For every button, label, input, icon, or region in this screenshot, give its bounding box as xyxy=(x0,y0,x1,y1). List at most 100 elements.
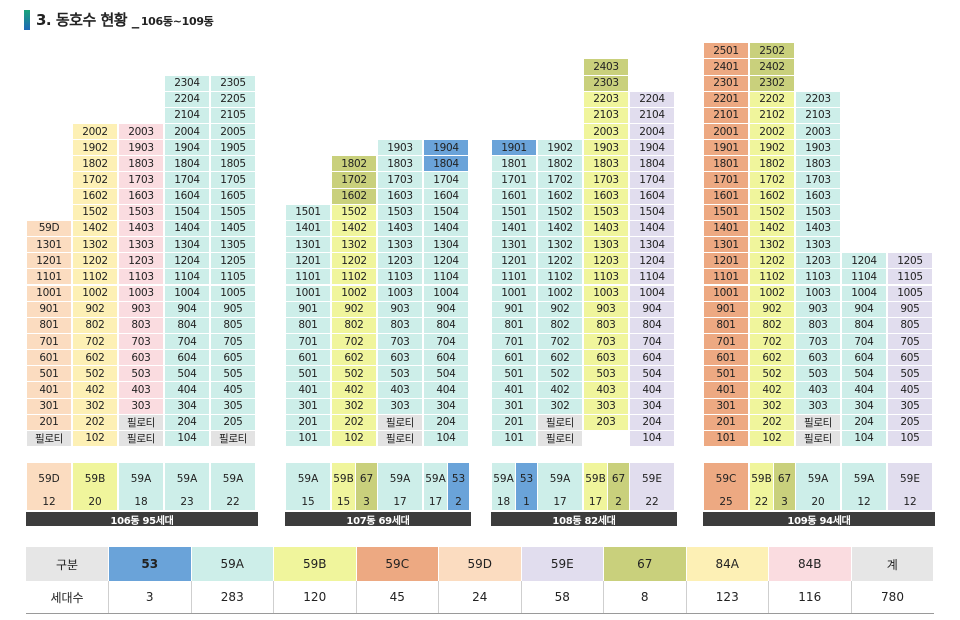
unit-cell: 202 xyxy=(750,414,794,430)
unit-cell: 1004 xyxy=(424,285,468,301)
unit-count: 22 xyxy=(211,494,255,510)
unit-cell: 1004 xyxy=(630,285,674,301)
unit-cell: 2301 xyxy=(704,75,748,91)
unit-cell: 2001 xyxy=(704,124,748,140)
unit-cell: 1702 xyxy=(73,172,117,188)
unit-cell: 404 xyxy=(424,382,468,398)
unit-count: 3 xyxy=(774,494,795,510)
unit-cell: 1002 xyxy=(332,285,376,301)
unit-cell: 1404 xyxy=(165,220,209,237)
unit-cell: 401 xyxy=(27,382,71,398)
unit-cell: 1104 xyxy=(630,269,674,285)
unit-cell: 1601 xyxy=(704,188,748,204)
unit-cell: 904 xyxy=(165,301,209,317)
unit-type-label: 59B xyxy=(750,463,773,494)
unit-cell: 901 xyxy=(492,301,536,317)
unit-cell: 904 xyxy=(630,301,674,317)
unit-cell: 702 xyxy=(73,333,117,350)
section-header: 3. 동호수 현황 _ 106동~109동 xyxy=(24,6,214,30)
unit-type-label: 67 xyxy=(608,463,629,494)
unit-cell: 104 xyxy=(165,430,209,446)
unit-cell: 1001 xyxy=(492,285,536,301)
unit-cell: 402 xyxy=(750,382,794,398)
unit-cell: 1302 xyxy=(332,237,376,253)
unit-cell: 1801 xyxy=(492,156,536,172)
unit-cell: 302 xyxy=(332,398,376,414)
unit-cell: 602 xyxy=(538,350,582,366)
unit-cell: 2103 xyxy=(796,107,840,123)
unit-cell: 503 xyxy=(796,366,840,382)
unit-cell: 1104 xyxy=(165,269,209,285)
unit-cell: 402 xyxy=(73,382,117,398)
unit-cell: 1002 xyxy=(750,285,794,301)
unit-count: 20 xyxy=(73,494,117,510)
unit-cell: 1303 xyxy=(378,237,422,253)
unit-type-label: 59C xyxy=(704,463,748,494)
unit-cell: 1704 xyxy=(424,172,468,188)
unit-cell: 701 xyxy=(492,333,536,350)
unit-cell: 1603 xyxy=(796,188,840,204)
unit-cell: 701 xyxy=(286,333,330,350)
unit-type-label: 59A xyxy=(796,463,840,494)
unit-cell: 903 xyxy=(584,301,628,317)
unit-cell: 1905 xyxy=(211,140,255,156)
unit-cell: 1204 xyxy=(842,253,886,269)
unit-cell: 1803 xyxy=(796,156,840,172)
unit-cell: 504 xyxy=(842,366,886,382)
unit-cell: 801 xyxy=(27,317,71,333)
unit-cell: 1202 xyxy=(538,253,582,269)
unit-cell: 1302 xyxy=(750,237,794,253)
unit-cell: 402 xyxy=(332,382,376,398)
unit-cell: 602 xyxy=(332,350,376,366)
unit-cell: 1703 xyxy=(119,172,163,188)
unit-cell: 501 xyxy=(704,366,748,382)
unit-cell: 804 xyxy=(842,317,886,333)
unit-cell: 1704 xyxy=(165,172,209,188)
unit-cell: 1903 xyxy=(796,140,840,156)
unit-cell: 102 xyxy=(750,430,794,446)
unit-cell: 1204 xyxy=(165,253,209,269)
legend-count-row: 세대수 3 283 120 45 24 58 8 123 116 780 xyxy=(26,581,934,614)
legend-count-cell: 283 xyxy=(191,581,274,614)
unit-cell: 201 xyxy=(27,414,71,430)
unit-cell: 902 xyxy=(332,301,376,317)
unit-count: 12 xyxy=(842,494,886,510)
unit-cell: 1201 xyxy=(704,253,748,269)
unit-cell: 2103 xyxy=(584,107,628,123)
unit-cell: 1002 xyxy=(538,285,582,301)
unit-cell: 401 xyxy=(286,382,330,398)
unit-cell: 1203 xyxy=(796,253,840,269)
unit-cell: 804 xyxy=(630,317,674,333)
unit-cell: 303 xyxy=(584,398,628,414)
unit-cell: 303 xyxy=(796,398,840,414)
unit-type-label: 59A xyxy=(211,463,255,494)
unit-cell: 1802 xyxy=(750,156,794,172)
unit-cell: 301 xyxy=(704,398,748,414)
unit-cell: 1602 xyxy=(750,188,794,204)
unit-cell: 601 xyxy=(704,350,748,366)
unit-cell: 803 xyxy=(119,317,163,333)
unit-count: 17 xyxy=(584,494,607,510)
unit-cell: 1303 xyxy=(119,237,163,253)
unit-cell: 1405 xyxy=(211,220,255,237)
unit-cell: 1803 xyxy=(378,156,422,172)
unit-cell: 1402 xyxy=(538,220,582,237)
unit-cell: 1102 xyxy=(750,269,794,285)
unit-cell: 1605 xyxy=(211,188,255,204)
unit-cell: 1804 xyxy=(630,156,674,172)
unit-cell: 1504 xyxy=(165,204,209,220)
unit-cell: 904 xyxy=(424,301,468,317)
unit-cell: 1302 xyxy=(73,237,117,253)
unit-type-label: 59D xyxy=(27,463,71,494)
unit-count: 18 xyxy=(119,494,163,510)
unit-cell: 1204 xyxy=(630,253,674,269)
unit-cell: 605 xyxy=(888,350,932,366)
building-total-bar: 108동 82세대 xyxy=(491,512,677,527)
unit-cell: 1002 xyxy=(73,285,117,301)
legend-count-cell: 24 xyxy=(438,581,522,614)
unit-cell: 2302 xyxy=(750,75,794,91)
unit-cell: 801 xyxy=(492,317,536,333)
unit-cell: 301 xyxy=(492,398,536,414)
unit-cell: 901 xyxy=(704,301,748,317)
unit-cell: 805 xyxy=(888,317,932,333)
